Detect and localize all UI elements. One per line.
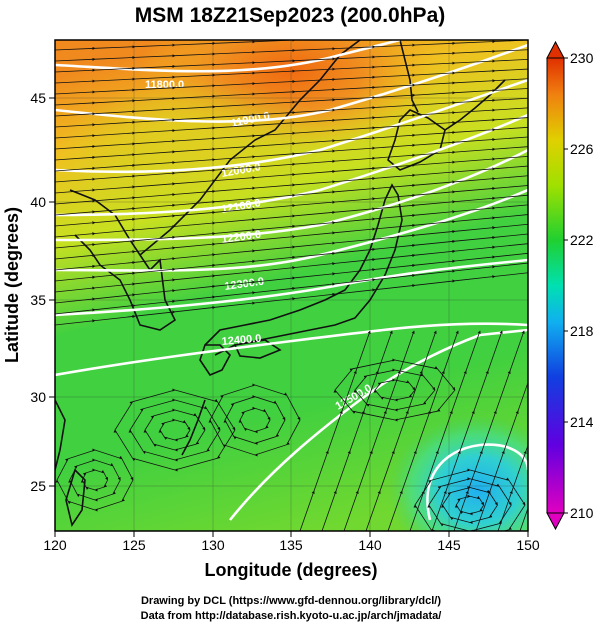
y-axis-label: Latitude (degrees) [2, 207, 22, 363]
contour-12500 [55, 322, 528, 377]
x-tick-label: 135 [279, 537, 303, 553]
y-tick-labels: 25 30 35 40 45 [30, 90, 46, 494]
colorbar-tick-label: 210 [570, 505, 594, 521]
streamline [55, 448, 134, 512]
credit-drawing: Drawing by DCL (https://www.gfd-dennou.o… [141, 595, 441, 607]
y-tick-label: 45 [30, 90, 46, 106]
x-tick-label: 125 [122, 537, 146, 553]
colorbar-tick-label: 218 [570, 323, 594, 339]
y-tick-label: 25 [30, 478, 46, 494]
credit-data: Data from http://database.rish.kyoto-u.a… [141, 610, 442, 622]
colorbar-body [546, 57, 565, 514]
colorbar-tick-label: 230 [570, 50, 594, 66]
streamline [55, 270, 528, 326]
colorbar: 230 226 222 218 214 210 [546, 40, 594, 531]
x-tick-label: 130 [201, 537, 225, 553]
x-tick-label: 140 [358, 537, 382, 553]
map-panel: 11800.0 11900.0 12000.0 12100.0 12200.0 … [55, 40, 528, 531]
colorbar-tick-label: 222 [570, 232, 594, 248]
x-axis-label: Longitude (degrees) [204, 560, 377, 580]
y-tick-label: 30 [30, 389, 46, 405]
x-tick-label: 145 [437, 537, 461, 553]
y-tick-label: 35 [30, 292, 46, 308]
y-tick-label: 40 [30, 194, 46, 210]
y-axis [49, 97, 55, 487]
wind-streamlines [55, 40, 528, 531]
shikoku-coast [233, 339, 282, 359]
colorbar-top-triangle [546, 40, 565, 59]
x-axis [54, 531, 529, 537]
x-tick-labels: 120 125 130 135 140 145 150 [43, 537, 540, 553]
contour-label: 12400.0 [221, 333, 262, 348]
kyushu-coast [199, 344, 231, 376]
colorbar-tick-label: 226 [570, 141, 594, 157]
streamline [208, 383, 301, 457]
x-tick-label: 150 [516, 537, 540, 553]
x-tick-label: 120 [43, 537, 67, 553]
colorbar-tick-label: 214 [570, 414, 594, 430]
figure-title: MSM 18Z21Sep2023 (200.0hPa) [135, 4, 446, 27]
colorbar-bottom-triangle [546, 512, 565, 531]
streamline [113, 388, 236, 472]
streamline [497, 330, 528, 531]
